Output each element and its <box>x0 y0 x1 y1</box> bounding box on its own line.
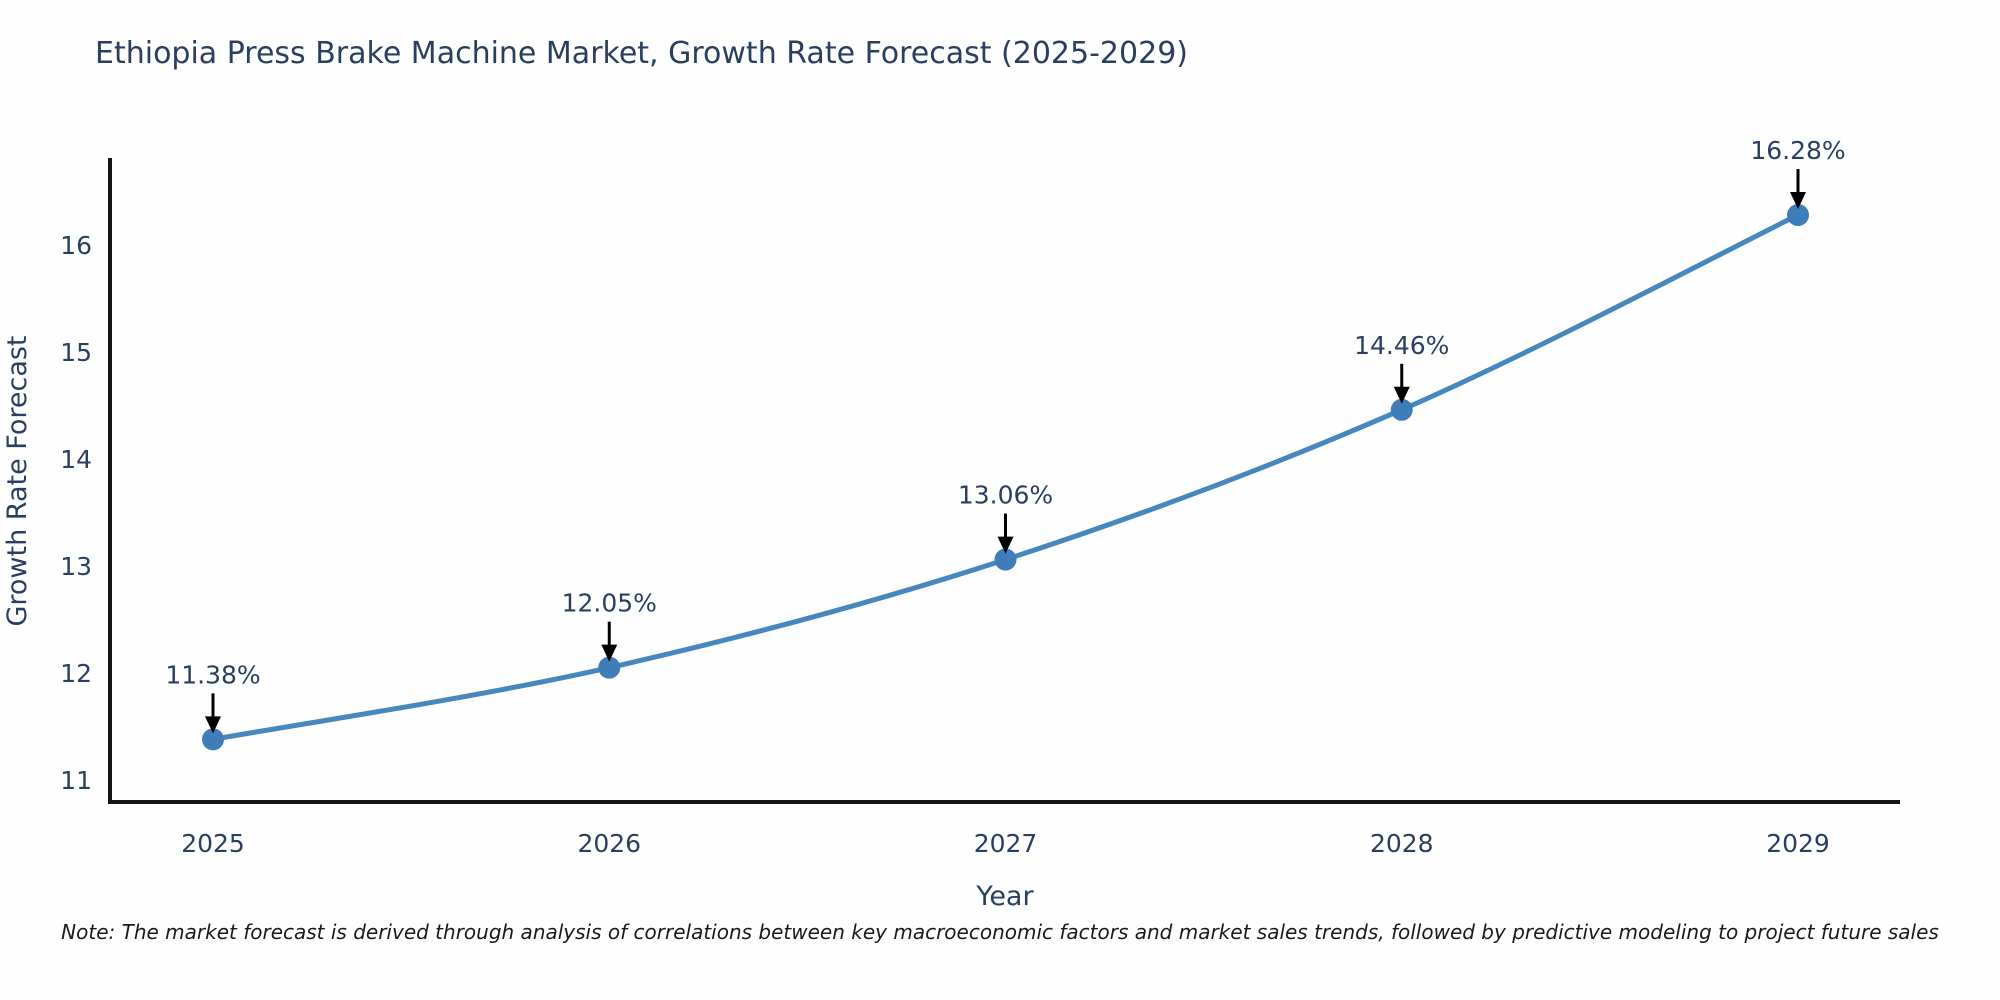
data-point-label: 12.05% <box>562 589 657 618</box>
y-tick-label: 15 <box>60 338 92 367</box>
data-point-marker <box>1390 398 1413 421</box>
y-tick-label: 13 <box>60 552 92 581</box>
x-tick-label: 2025 <box>181 829 245 858</box>
y-tick-label: 14 <box>60 445 92 474</box>
y-axis-title: Growth Rate Forecast <box>2 335 33 626</box>
data-point-label: 16.28% <box>1750 136 1845 165</box>
x-tick-label: 2027 <box>974 829 1038 858</box>
chart-title: Ethiopia Press Brake Machine Market, Gro… <box>95 36 1188 71</box>
data-point-marker <box>1787 204 1809 227</box>
x-tick-label: 2029 <box>1766 829 1830 858</box>
annotation-arrow-head <box>1393 386 1410 404</box>
data-point-label: 13.06% <box>958 481 1053 510</box>
data-point-label: 14.46% <box>1354 331 1449 360</box>
annotation-arrow-head <box>997 536 1014 554</box>
annotation-arrow-head <box>601 644 618 662</box>
data-point-label: 11.38% <box>165 660 260 689</box>
data-point-marker <box>994 548 1017 571</box>
x-tick-label: 2026 <box>577 829 641 858</box>
y-tick-label: 12 <box>60 659 92 688</box>
y-tick-label: 11 <box>60 766 92 795</box>
forecast-line-series <box>210 212 1801 742</box>
data-point-marker <box>202 728 224 751</box>
x-tick-label: 2028 <box>1370 829 1434 858</box>
chart-footnote: Note: The market forecast is derived thr… <box>61 920 1939 944</box>
data-point-marker <box>598 656 621 679</box>
x-axis-title: Year <box>975 881 1034 912</box>
annotation-arrow-head <box>1790 192 1806 210</box>
annotation-arrow-head <box>205 716 221 734</box>
y-tick-label: 16 <box>60 231 92 260</box>
